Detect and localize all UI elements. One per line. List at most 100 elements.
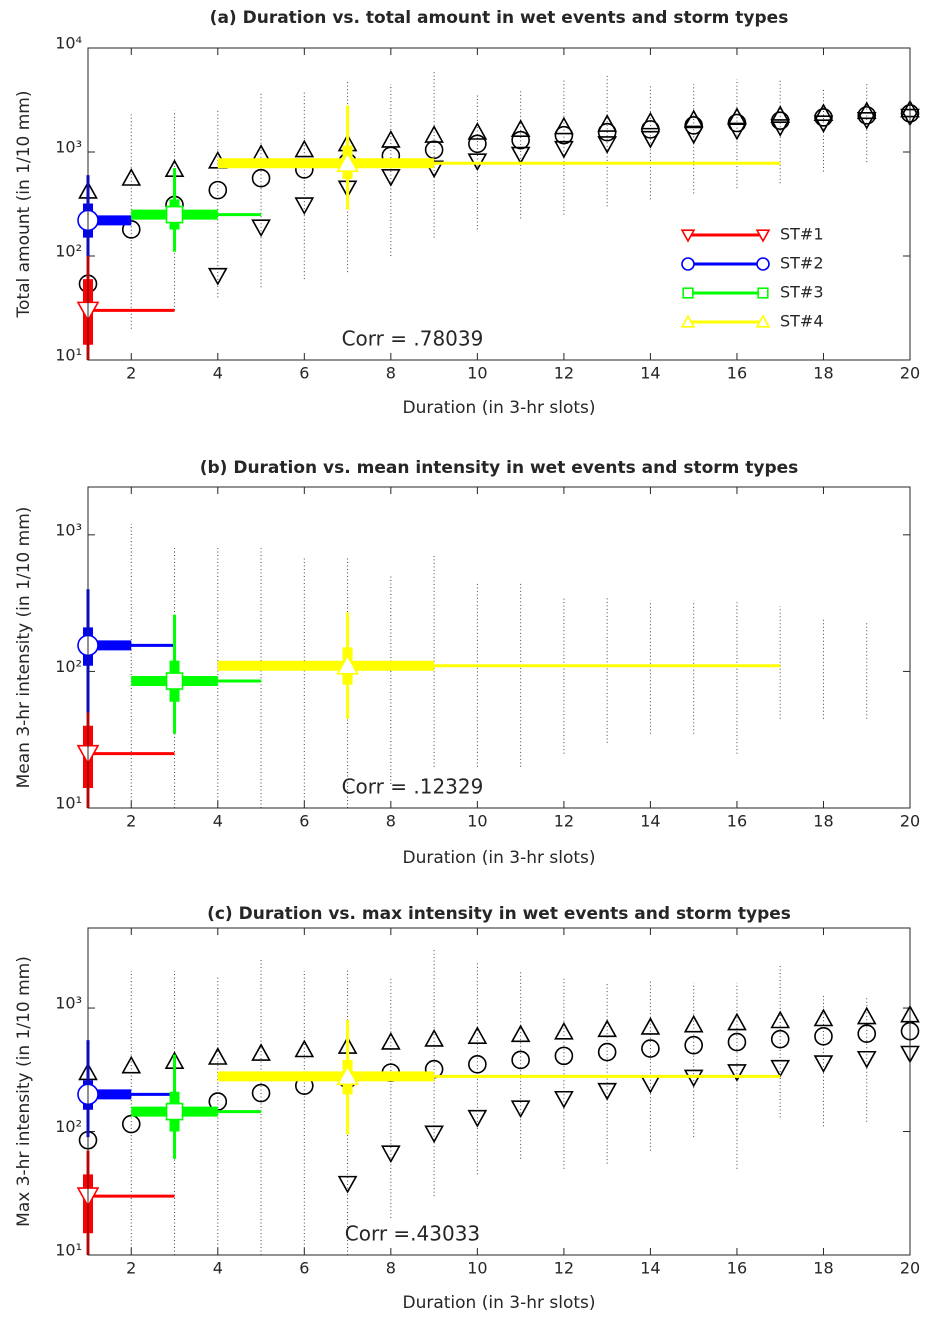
x-tick-label: 4 bbox=[213, 364, 223, 383]
panel: (c) Duration vs. max intensity in wet ev… bbox=[14, 904, 920, 1313]
legend-label: ST#4 bbox=[780, 312, 824, 331]
marker bbox=[121, 1055, 142, 1074]
x-tick-label: 8 bbox=[386, 812, 396, 831]
legend-entry: ST#4 bbox=[680, 312, 824, 331]
marker bbox=[770, 1029, 790, 1049]
x-tick-label: 8 bbox=[386, 1259, 396, 1278]
marker bbox=[294, 197, 315, 216]
legend-marker bbox=[755, 229, 771, 243]
marker bbox=[813, 103, 834, 122]
marker bbox=[511, 130, 530, 150]
storm-center bbox=[336, 1064, 359, 1086]
marker bbox=[597, 136, 618, 154]
storm-center bbox=[165, 1102, 184, 1121]
marker bbox=[856, 1050, 877, 1069]
y-tick-label: 10² bbox=[55, 1117, 82, 1136]
marker bbox=[641, 120, 660, 139]
legend-marker bbox=[756, 257, 770, 271]
x-tick-label: 18 bbox=[813, 1259, 833, 1278]
legend-entry: ST#2 bbox=[681, 254, 824, 273]
marker bbox=[468, 1055, 487, 1074]
marker bbox=[597, 1042, 617, 1062]
marker bbox=[813, 1008, 834, 1027]
marker bbox=[208, 180, 228, 200]
y-tick-label: 10³ bbox=[55, 994, 82, 1013]
storm-center bbox=[336, 151, 359, 173]
marker bbox=[856, 101, 877, 120]
legend-label: ST#3 bbox=[780, 283, 824, 302]
marker bbox=[554, 140, 574, 159]
marker bbox=[727, 1032, 747, 1052]
axes-frame bbox=[87, 486, 911, 809]
marker bbox=[424, 1028, 444, 1047]
x-tick-label: 18 bbox=[813, 812, 833, 831]
marker bbox=[467, 1026, 488, 1044]
marker bbox=[597, 1082, 618, 1101]
annotation: Corr =.43033 bbox=[345, 1222, 480, 1246]
legend-marker bbox=[755, 314, 771, 328]
x-tick-label: 18 bbox=[813, 364, 833, 383]
x-tick-label: 4 bbox=[213, 1259, 223, 1278]
x-tick-label: 14 bbox=[640, 1259, 660, 1278]
marker bbox=[251, 168, 271, 188]
marker bbox=[597, 122, 617, 142]
legend-marker bbox=[680, 314, 696, 328]
marker bbox=[813, 115, 834, 134]
x-tick-label: 16 bbox=[727, 1259, 747, 1278]
marker bbox=[207, 1047, 228, 1065]
x-tick-label: 20 bbox=[900, 812, 920, 831]
marker bbox=[597, 114, 618, 132]
marker bbox=[683, 126, 704, 145]
panel: (a) Duration vs. total amount in wet eve… bbox=[14, 8, 920, 418]
marker bbox=[857, 106, 877, 125]
legend-label: ST#2 bbox=[780, 254, 824, 273]
x-tick-label: 16 bbox=[727, 364, 747, 383]
marker bbox=[813, 1055, 834, 1073]
legend-marker bbox=[682, 287, 694, 299]
marker bbox=[554, 125, 574, 145]
axes-frame bbox=[87, 47, 911, 361]
marker bbox=[251, 1043, 271, 1061]
y-tick-label: 10¹ bbox=[55, 794, 82, 813]
marker bbox=[684, 1035, 703, 1055]
legend-marker bbox=[681, 257, 695, 271]
marker bbox=[510, 119, 531, 137]
marker bbox=[294, 1039, 315, 1058]
y-axis-label: Mean 3-hr intensity (in 1/10 mm) bbox=[14, 507, 34, 789]
x-axis-label: Duration (in 3-hr slots) bbox=[402, 1293, 595, 1313]
marker bbox=[727, 122, 747, 141]
marker bbox=[641, 1039, 660, 1058]
marker bbox=[770, 105, 791, 123]
marker bbox=[856, 1006, 877, 1025]
marker bbox=[727, 1064, 747, 1082]
x-tick-label: 12 bbox=[554, 812, 574, 831]
marker bbox=[683, 1014, 704, 1033]
plot-area bbox=[88, 48, 910, 360]
marker bbox=[857, 1024, 877, 1043]
marker bbox=[856, 111, 877, 130]
plot-area bbox=[88, 487, 910, 808]
marker bbox=[640, 130, 661, 149]
marker bbox=[380, 1031, 401, 1050]
x-tick-label: 10 bbox=[467, 364, 487, 383]
marker bbox=[684, 116, 703, 135]
marker bbox=[337, 1175, 358, 1194]
chart-title: (b) Duration vs. mean intensity in wet e… bbox=[200, 458, 799, 478]
x-tick-label: 12 bbox=[554, 1259, 574, 1278]
y-tick-label: 10² bbox=[55, 242, 82, 261]
chart-title: (c) Duration vs. max intensity in wet ev… bbox=[207, 904, 791, 924]
marker bbox=[727, 1012, 747, 1031]
marker bbox=[511, 1050, 530, 1070]
y-tick-label: 10¹ bbox=[55, 1241, 82, 1260]
annotation: Corr = .78039 bbox=[342, 327, 484, 351]
x-axis-label: Duration (in 3-hr slots) bbox=[402, 848, 595, 868]
x-tick-label: 2 bbox=[126, 812, 136, 831]
x-axis-label: Duration (in 3-hr slots) bbox=[402, 398, 595, 418]
x-tick-label: 2 bbox=[126, 364, 136, 383]
marker bbox=[683, 1069, 704, 1088]
x-tick-label: 14 bbox=[640, 812, 660, 831]
marker bbox=[424, 1125, 444, 1144]
x-tick-label: 6 bbox=[299, 364, 309, 383]
x-tick-label: 10 bbox=[467, 1259, 487, 1278]
